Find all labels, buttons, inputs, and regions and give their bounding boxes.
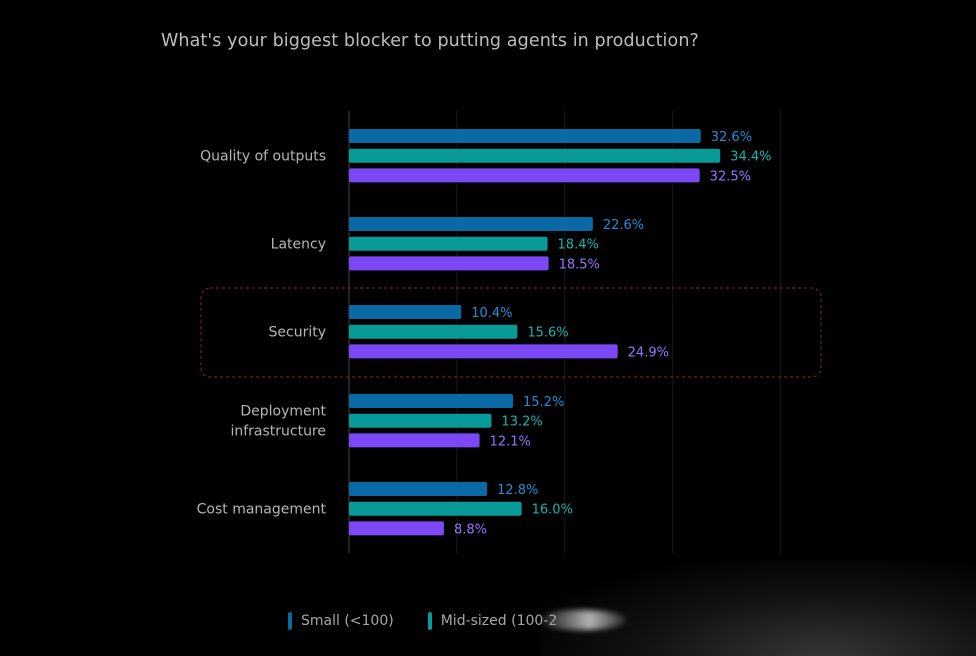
bar-latency-series-1 <box>349 236 548 251</box>
bar-cost-management-series-0 <box>349 482 488 496</box>
bar-deployment-infrastructure-series-0 <box>349 394 514 408</box>
category-label-latency: Latency <box>271 237 326 253</box>
data-label-latency-series-2: 18.5% <box>559 257 600 272</box>
legend-swatch-small <box>288 612 292 630</box>
category-label-security: Security <box>269 325 327 341</box>
bar-quality-of-outputs-series-2 <box>349 168 700 183</box>
data-label-latency-series-1: 18.4% <box>558 238 599 253</box>
data-label-security-series-2: 24.9% <box>628 345 669 360</box>
bar-security-series-0 <box>349 305 462 319</box>
bar-security-series-1 <box>349 324 518 339</box>
category-label-quality-of-outputs: Quality of outputs <box>200 149 326 165</box>
data-label-latency-series-0: 22.6% <box>603 218 644 233</box>
bar-deployment-infrastructure-series-1 <box>349 413 492 428</box>
highlight-box <box>200 287 822 378</box>
bar-deployment-infrastructure-series-2 <box>349 433 480 448</box>
bar-quality-of-outputs-series-1 <box>349 148 721 163</box>
data-label-quality-of-outputs-series-2: 32.5% <box>710 169 751 184</box>
data-labels: 32.6% 34.4% 32.5% 22.6% 18.4% 18.5% 10.4% 15.6%… <box>454 130 772 537</box>
bar-latency-series-0 <box>349 217 593 231</box>
data-label-cost-management-series-2: 8.8% <box>454 522 487 537</box>
data-label-security-series-0: 10.4% <box>471 306 512 321</box>
data-label-security-series-1: 15.6% <box>527 326 568 341</box>
bar-cost-management-series-2 <box>349 521 444 536</box>
bars <box>349 129 721 536</box>
legend-item-small: Small (<100) <box>288 612 394 630</box>
category-label-deployment-infrastructure: Deployment infrastructure <box>230 404 326 440</box>
data-label-quality-of-outputs-series-0: 32.6% <box>711 130 752 145</box>
data-label-deployment-infrastructure-series-2: 12.1% <box>490 434 531 449</box>
highlight-box-security <box>200 287 822 378</box>
legend-item-mid-sized: Mid-sized (100-2 <box>427 612 558 630</box>
data-label-cost-management-series-0: 12.8% <box>497 483 538 498</box>
chart-title: What's your biggest blocker to putting a… <box>161 31 699 51</box>
category-labels: Quality of outputs Latency Security Deploym… <box>197 149 327 518</box>
data-label-deployment-infrastructure-series-0: 15.2% <box>523 395 564 410</box>
data-label-quality-of-outputs-series-1: 34.4% <box>730 150 771 165</box>
data-label-deployment-infrastructure-series-1: 13.2% <box>501 415 542 430</box>
bar-cost-management-series-1 <box>349 501 522 516</box>
bar-quality-of-outputs-series-0 <box>349 129 701 143</box>
bar-latency-series-2 <box>349 256 549 271</box>
data-label-cost-management-series-1: 16.0% <box>532 503 573 518</box>
legend: Small (<100) Mid-sized (100-2 <box>288 612 557 630</box>
legend-swatch-mid-sized <box>427 612 432 630</box>
legend-label-mid-sized: Mid-sized (100-2 <box>440 613 558 629</box>
category-label-cost-management: Cost management <box>197 502 327 518</box>
legend-label-small: Small (<100) <box>301 613 394 629</box>
bar-security-series-2 <box>349 344 618 359</box>
